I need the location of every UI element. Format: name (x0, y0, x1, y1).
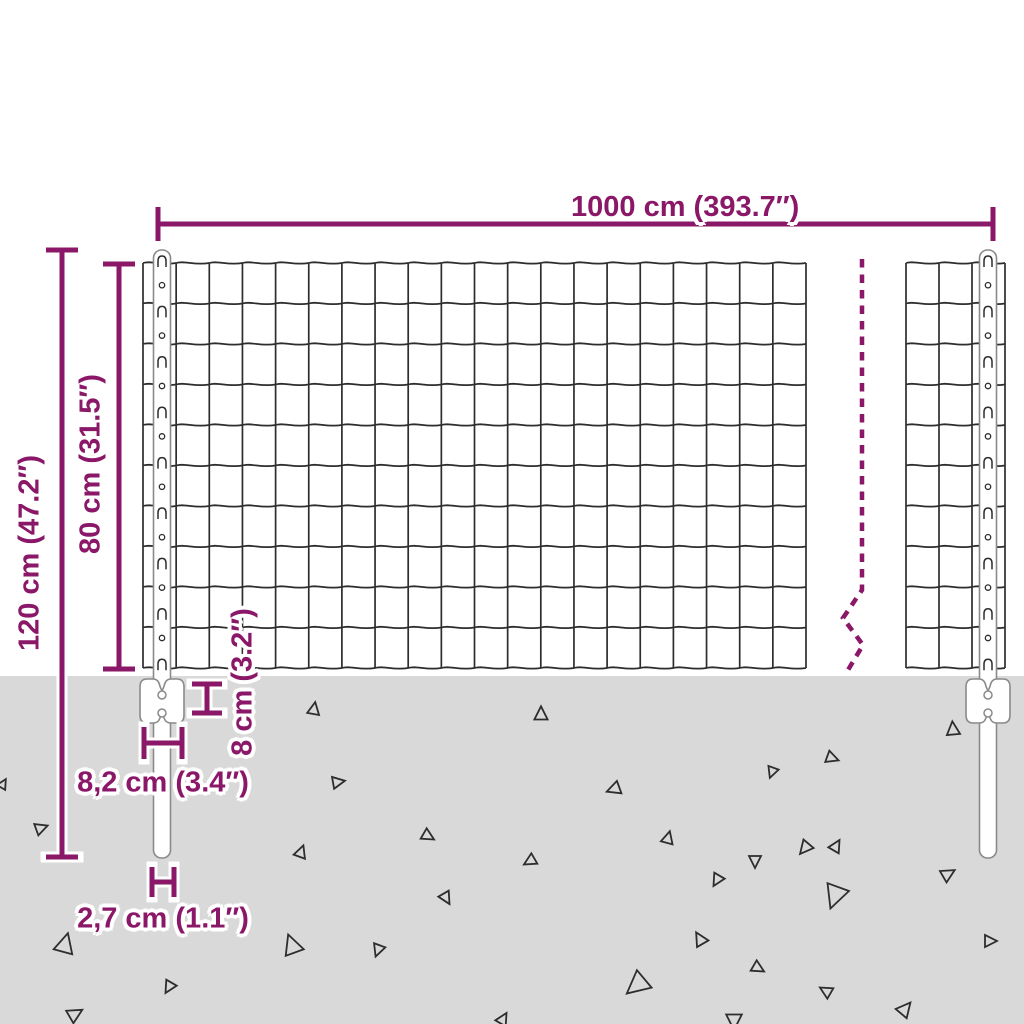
gravel-triangles (0, 701, 997, 1024)
dimension-lines (40, 207, 996, 903)
label-mesh-height: 80 cm (31.5″) (74, 374, 107, 554)
anchor-plate (965, 678, 1011, 724)
label-total-height: 120 cm (47.2″) (13, 454, 46, 652)
fence-post (139, 249, 185, 859)
fence-mesh (142, 261, 1006, 670)
label-anchor-plate-height: 8 cm (3.2″) (226, 608, 259, 756)
panel-break-line (840, 259, 866, 677)
label-post-width: 2,7 cm (1.1″) (77, 902, 249, 935)
label-anchor-plate-width: 8,2 cm (3.4″) (77, 766, 249, 799)
fence-posts (139, 249, 1011, 859)
label-total-width: 1000 cm (393.7″) (571, 191, 800, 223)
fence-post (965, 249, 1011, 859)
anchor-plate (139, 678, 185, 724)
